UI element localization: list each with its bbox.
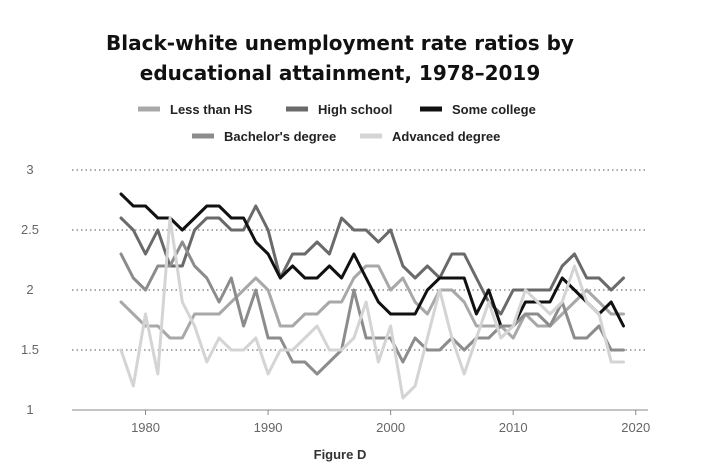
legend-item: Less than HS xyxy=(138,102,253,117)
legend-label: Advanced degree xyxy=(392,129,500,144)
x-tick-label: 2000 xyxy=(376,420,405,435)
x-tick-label: 2010 xyxy=(499,420,528,435)
legend-label: High school xyxy=(318,102,392,117)
chart-title-line: Black-white unemployment rate ratios by xyxy=(106,31,574,55)
legend-item: Some college xyxy=(420,102,536,117)
series xyxy=(119,192,625,400)
legend-label: Less than HS xyxy=(170,102,253,117)
axes: 1 1.5 2 2.5 3 1980 1990 2000 2010 2020 xyxy=(21,162,650,435)
legend: Less than HS High school Some college Bache… xyxy=(138,102,536,144)
figure-caption: Figure D xyxy=(314,447,367,462)
chart-title: Black-white unemployment rate ratios by e… xyxy=(106,31,574,85)
legend-item: Advanced degree xyxy=(360,129,500,144)
series-line-some-college xyxy=(119,192,625,328)
legend-label: Bachelor's degree xyxy=(224,129,336,144)
chart-title-line: educational attainment, 1978–2019 xyxy=(140,61,540,85)
series-line-less-than-hs xyxy=(119,264,625,340)
y-tick-label: 2.5 xyxy=(21,222,39,237)
legend-item: Bachelor's degree xyxy=(192,129,336,144)
legend-item: High school xyxy=(286,102,392,117)
y-tick-label: 1 xyxy=(26,402,33,417)
x-tick-label: 2020 xyxy=(621,420,650,435)
x-tick-label: 1990 xyxy=(254,420,283,435)
y-tick-label: 1.5 xyxy=(21,342,39,357)
legend-label: Some college xyxy=(452,102,536,117)
x-tick-label: 1980 xyxy=(131,420,160,435)
series-line-bachelor-s-degree xyxy=(119,240,625,376)
series-line-high-school xyxy=(119,204,625,316)
series-line-advanced-degree xyxy=(119,216,625,400)
y-tick-label: 2 xyxy=(26,282,33,297)
y-tick-label: 3 xyxy=(26,162,33,177)
